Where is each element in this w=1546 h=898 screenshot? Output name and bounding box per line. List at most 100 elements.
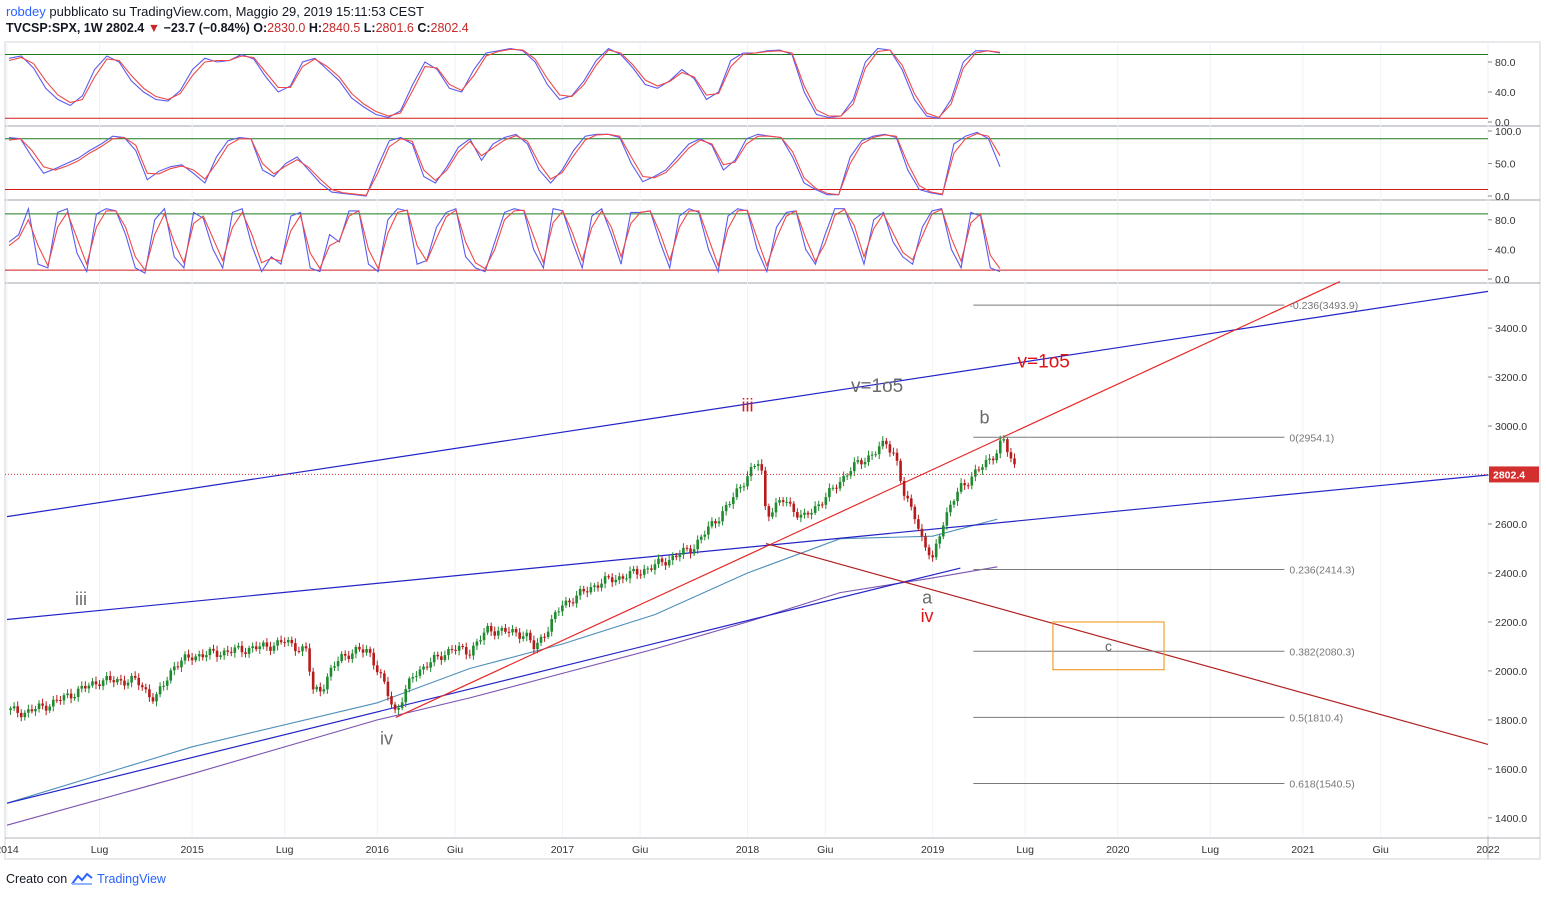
candle-body xyxy=(119,679,123,681)
candle-body xyxy=(326,676,329,690)
candle-body xyxy=(30,709,34,712)
candle-body xyxy=(140,685,144,688)
candle-body xyxy=(101,680,105,687)
candle-body xyxy=(258,646,262,650)
candle-body xyxy=(123,680,126,686)
low-label: L: xyxy=(363,21,376,35)
candle-body xyxy=(788,501,792,504)
footer: Creato con TradingView xyxy=(6,872,166,886)
ma-mid-line xyxy=(6,518,998,804)
candle-body xyxy=(251,646,254,649)
candle-body xyxy=(201,654,205,658)
fib-level-label: 0(2954.1) xyxy=(1289,432,1334,444)
candle-body xyxy=(443,655,447,660)
candle-body xyxy=(489,625,493,632)
candle-body xyxy=(486,625,489,633)
candle-body xyxy=(504,627,507,632)
candle-body xyxy=(860,460,863,465)
candle-body xyxy=(867,455,870,463)
candle-body xyxy=(931,555,934,558)
author-link[interactable]: robdey xyxy=(6,4,46,19)
candle-body xyxy=(304,646,308,649)
oscillator-fast-line xyxy=(8,206,1001,274)
candle-body xyxy=(98,684,101,687)
candle-body xyxy=(909,498,913,507)
candle-body xyxy=(318,686,322,692)
candle-body xyxy=(942,525,945,537)
candle-body xyxy=(767,506,771,517)
candle-body xyxy=(464,646,468,655)
fib-level-label: 0.382(2080.3) xyxy=(1289,646,1354,658)
candle-body xyxy=(721,511,724,522)
price-tick-label: 3400.0 xyxy=(1495,323,1527,335)
candle-body xyxy=(689,548,692,554)
candle-body xyxy=(671,555,675,561)
time-tick-label: Lug xyxy=(276,844,294,856)
candle-body xyxy=(543,636,546,638)
candle-body xyxy=(899,460,902,482)
candle-body xyxy=(308,648,311,672)
oscillator-slow-line xyxy=(8,48,1001,119)
candle-body xyxy=(27,709,30,713)
candle-body xyxy=(536,642,539,650)
candle-body xyxy=(237,645,240,648)
candle-body xyxy=(16,706,19,713)
time-tick-label: Giu xyxy=(447,844,464,856)
candle-body xyxy=(707,526,710,535)
candle-body xyxy=(959,483,963,492)
candle-body xyxy=(650,568,653,570)
candle-body xyxy=(447,649,450,656)
candle-body xyxy=(877,446,881,455)
candle-body xyxy=(347,655,351,659)
candle-body xyxy=(126,682,130,686)
candle-body xyxy=(190,657,194,661)
candle-body xyxy=(1009,452,1013,459)
candle-body xyxy=(917,519,920,529)
candle-body xyxy=(386,681,390,697)
tradingview-link[interactable]: TradingView xyxy=(97,872,166,886)
publish-line: robdey pubblicato su TradingView.com, Ma… xyxy=(6,3,1536,20)
time-tick-label: Giu xyxy=(817,844,834,856)
candle-body xyxy=(568,600,571,603)
price-tick-label: 2000.0 xyxy=(1495,666,1527,678)
candle-body xyxy=(988,458,991,460)
low-value: 2801.6 xyxy=(375,21,414,35)
oscillator-pane-1: 80.0 40.0 0.0 xyxy=(5,47,1516,129)
candle-body xyxy=(735,488,739,498)
oscillator-tick-label: 80.0 xyxy=(1495,215,1516,227)
candle-body xyxy=(66,693,69,696)
candle-body xyxy=(418,669,422,676)
published-text: pubblicato su TradingView.com, Maggio 29… xyxy=(49,4,424,19)
candle-body xyxy=(913,506,917,520)
oscillator-tick-label: 50.0 xyxy=(1495,159,1516,171)
fib-level-label: 0.618(1540.5) xyxy=(1289,778,1354,790)
candle-body xyxy=(457,645,461,651)
candle-body xyxy=(34,708,37,712)
created-with-text: Creato con xyxy=(6,872,68,886)
candle-body xyxy=(739,487,742,489)
last-price-tag xyxy=(1489,466,1539,483)
candle-body xyxy=(660,558,664,563)
candle-body xyxy=(710,521,714,527)
candle-body xyxy=(130,675,133,683)
candle-body xyxy=(162,685,165,687)
candle-body xyxy=(764,470,767,507)
candle-body xyxy=(87,685,91,689)
candle-body xyxy=(151,697,155,702)
candle-body xyxy=(806,512,810,515)
time-tick-label: 2015 xyxy=(180,844,204,856)
candle-body xyxy=(657,558,660,565)
candle-body xyxy=(286,639,290,643)
candle-body xyxy=(831,487,835,489)
candle-body xyxy=(714,521,717,524)
time-tick-label: 2018 xyxy=(736,844,760,856)
candle-body xyxy=(984,459,988,468)
candle-body xyxy=(279,640,283,643)
candle-body xyxy=(219,655,222,657)
candle-body xyxy=(653,564,657,570)
candle-body xyxy=(340,653,343,662)
candle-body xyxy=(265,642,269,647)
candle-body xyxy=(667,560,671,566)
candle-body xyxy=(863,462,867,465)
